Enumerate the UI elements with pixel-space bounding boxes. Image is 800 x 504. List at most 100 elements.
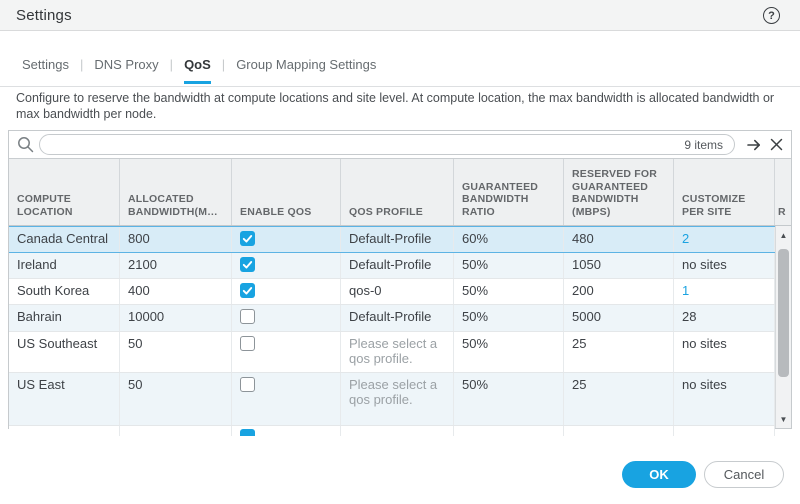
tabs: Settings | DNS Proxy | QoS | Group Mapping Set…	[0, 56, 800, 87]
enable-qos-checkbox[interactable]	[240, 231, 255, 246]
allocated-bandwidth-cell: 50	[120, 332, 232, 372]
scroll-down-icon[interactable]: ▼	[779, 414, 788, 424]
enable-qos-checkbox[interactable]	[240, 377, 255, 392]
help-button[interactable]: ?	[763, 7, 780, 24]
table-row[interactable]: South Korea 400 qos-0 50% 200 1	[9, 279, 775, 305]
compute-location-cell: South Korea	[9, 279, 120, 304]
partial-enable-qos-checkbox	[240, 429, 255, 436]
guaranteed-ratio-cell[interactable]: 50%	[454, 253, 564, 278]
dialog-footer: OK Cancel	[622, 461, 784, 488]
scrollbar-thumb[interactable]	[778, 249, 789, 377]
table-header: COMPUTE LOCATION ALLOCATED BANDWIDTH(M… EN…	[9, 159, 791, 226]
search-icon[interactable]	[14, 134, 36, 156]
allocated-bandwidth-cell: 2100	[120, 253, 232, 278]
column-header-5[interactable]: RESERVED FOR GUARANTEED BANDWIDTH (MBPS)	[564, 159, 674, 225]
table-body: Canada Central 800 Default-Profile 60% 4…	[9, 226, 775, 436]
ok-button[interactable]: OK	[622, 461, 696, 488]
customize-per-site-cell[interactable]: 1	[674, 279, 775, 304]
enable-qos-checkbox[interactable]	[240, 257, 255, 272]
reserved-bandwidth-cell: 1050	[564, 253, 674, 278]
partial-cell	[674, 426, 775, 436]
qos-profile-cell[interactable]: Default-Profile	[341, 253, 454, 278]
question-mark-icon: ?	[768, 9, 775, 22]
dialog-titlebar: Settings	[0, 0, 800, 31]
table-row[interactable]: Canada Central 800 Default-Profile 60% 4…	[9, 226, 775, 253]
description-text: Configure to reserve the bandwidth at co…	[16, 91, 775, 121]
enable-qos-checkbox[interactable]	[240, 309, 255, 324]
guaranteed-ratio-cell[interactable]: 60%	[454, 227, 564, 252]
search-input[interactable]	[51, 137, 685, 152]
allocated-bandwidth-cell: 400	[120, 279, 232, 304]
table-row[interactable]: US East 50 Please select a qos profile. …	[9, 373, 775, 426]
partial-cell	[564, 426, 674, 436]
allocated-bandwidth-cell: 800	[120, 227, 232, 252]
partial-cell	[341, 426, 454, 436]
reserved-bandwidth-cell: 25	[564, 332, 674, 372]
qos-profile-cell[interactable]: Default-Profile	[341, 305, 454, 331]
customize-per-site-cell: no sites	[674, 332, 775, 372]
compute-location-cell: Bahrain	[9, 305, 120, 331]
table-row[interactable]: Bahrain 10000 Default-Profile 50% 5000 2…	[9, 305, 775, 332]
partial-cell	[120, 426, 232, 436]
column-header-3[interactable]: QOS PROFILE	[341, 159, 454, 225]
enable-qos-checkbox[interactable]	[240, 283, 255, 298]
reserved-bandwidth-cell: 480	[564, 227, 674, 252]
column-header-7: R	[778, 205, 786, 218]
dialog-title: Settings	[16, 6, 72, 24]
guaranteed-ratio-cell[interactable]: 50%	[454, 305, 564, 331]
partial-row	[9, 426, 775, 436]
enable-qos-cell	[232, 227, 341, 252]
items-count: 9 items	[684, 137, 723, 152]
filter-bar: 9 items	[9, 131, 791, 159]
qos-profile-cell[interactable]: Default-Profile	[341, 227, 454, 252]
enable-qos-cell	[232, 373, 341, 425]
tab-group-mapping-settings[interactable]: Group Mapping Settings	[236, 57, 377, 72]
customize-per-site-cell: 28	[674, 305, 775, 331]
qos-profile-cell[interactable]: qos-0	[341, 279, 454, 304]
search-pill: 9 items	[39, 134, 735, 155]
table-row[interactable]: Ireland 2100 Default-Profile 50% 1050 no…	[9, 253, 775, 279]
column-header-2[interactable]: ENABLE QOS	[232, 159, 341, 225]
compute-location-cell: US East	[9, 373, 120, 425]
compute-location-cell: Canada Central	[9, 227, 120, 252]
customize-per-site-cell: no sites	[674, 253, 775, 278]
column-header-1[interactable]: ALLOCATED BANDWIDTH(M…	[120, 159, 232, 225]
customize-per-site-cell: no sites	[674, 373, 775, 425]
reserved-bandwidth-cell: 25	[564, 373, 674, 425]
allocated-bandwidth-cell: 50	[120, 373, 232, 425]
qos-profile-cell[interactable]: Please select a qos profile.	[341, 332, 454, 372]
tab-qos[interactable]: QoS	[184, 57, 211, 84]
vertical-scrollbar[interactable]: ▲ ▼	[775, 226, 791, 428]
tab-separator: |	[79, 57, 84, 72]
compute-location-cell: US Southeast	[9, 332, 120, 372]
partial-cell	[454, 426, 564, 436]
qos-table-panel: 9 items COMPUTE LOCATION ALLOCATED BANDWI…	[8, 130, 792, 436]
guaranteed-ratio-cell[interactable]: 50%	[454, 279, 564, 304]
tab-separator: |	[221, 57, 226, 72]
enable-qos-cell	[232, 332, 341, 372]
apply-filter-arrow-icon[interactable]	[744, 135, 764, 155]
enable-qos-checkbox[interactable]	[240, 336, 255, 351]
scroll-up-icon[interactable]: ▲	[779, 230, 788, 240]
tab-separator: |	[169, 57, 174, 72]
column-header-6[interactable]: CUSTOMIZE PER SITE	[674, 159, 775, 225]
guaranteed-ratio-cell[interactable]: 50%	[454, 373, 564, 425]
clear-filter-x-icon[interactable]	[766, 135, 786, 155]
allocated-bandwidth-cell: 10000	[120, 305, 232, 331]
column-header-0[interactable]: COMPUTE LOCATION	[9, 159, 120, 225]
guaranteed-ratio-cell[interactable]: 50%	[454, 332, 564, 372]
partial-cell	[9, 426, 120, 436]
qos-profile-cell[interactable]: Please select a qos profile.	[341, 373, 454, 425]
tab-dns-proxy[interactable]: DNS Proxy	[94, 57, 159, 72]
cancel-button[interactable]: Cancel	[704, 461, 784, 488]
column-header-4[interactable]: GUARANTEED BANDWIDTH RATIO	[454, 159, 564, 225]
enable-qos-cell	[232, 279, 341, 304]
partial-cell	[232, 426, 341, 436]
reserved-bandwidth-cell: 200	[564, 279, 674, 304]
table-row[interactable]: US Southeast 50 Please select a qos prof…	[9, 332, 775, 373]
enable-qos-cell	[232, 305, 341, 331]
customize-per-site-cell[interactable]: 2	[674, 227, 775, 252]
tab-settings[interactable]: Settings	[22, 57, 69, 72]
enable-qos-cell	[232, 253, 341, 278]
